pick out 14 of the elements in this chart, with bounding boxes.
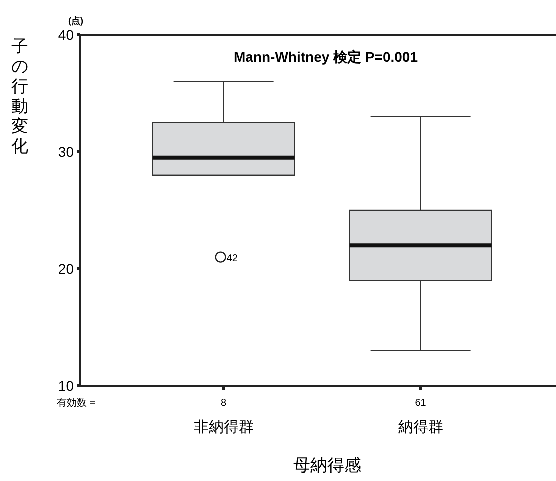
y-tick-label: 30 (58, 144, 74, 160)
annotation: 42 (226, 253, 238, 264)
x-tick-label: 納得群 (398, 419, 444, 436)
x-axis-title: 母納得感 (293, 456, 362, 475)
text: 有効数 = (57, 397, 96, 409)
y-tick-label: 10 (58, 378, 74, 394)
y-axis-title: 子の行動変化 (12, 37, 28, 156)
y-tick-label: 40 (58, 27, 74, 43)
y-tick-label: 20 (58, 261, 74, 277)
x-tick-label: 非納得群 (194, 419, 254, 436)
text: (点) (68, 16, 84, 26)
text: 61 (415, 398, 427, 409)
annotation: Mann-Whitney 検定 P=0.001 (234, 49, 418, 65)
text: 8 (221, 398, 228, 409)
